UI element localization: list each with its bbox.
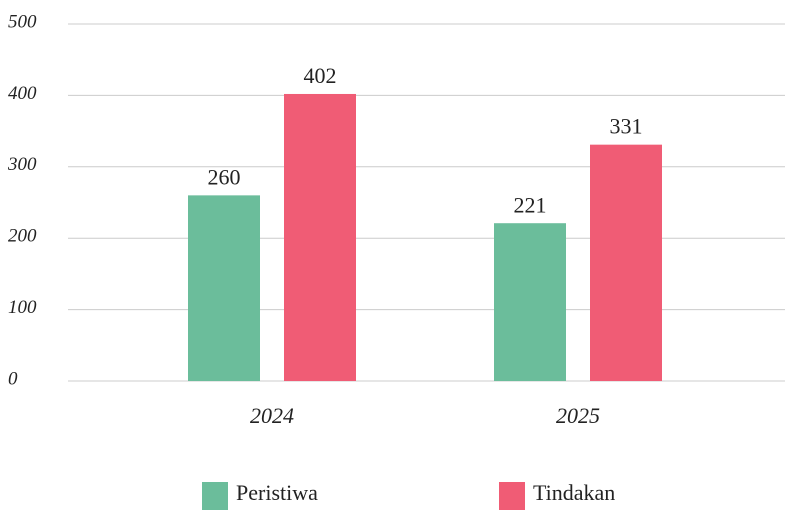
y-tick-label: 0: [8, 368, 18, 389]
legend-swatch: [499, 482, 525, 510]
y-tick-label: 300: [7, 154, 37, 175]
value-label: 402: [304, 63, 337, 88]
legend-swatch: [202, 482, 228, 510]
value-label: 331: [610, 114, 643, 139]
y-tick-label: 200: [8, 226, 37, 247]
bar: [188, 195, 260, 381]
legend-label: Peristiwa: [236, 480, 318, 505]
value-label: 221: [514, 192, 547, 217]
bar: [590, 144, 662, 381]
value-label: 260: [208, 164, 241, 189]
y-tick-label: 400: [8, 83, 37, 104]
y-tick-label: 500: [8, 11, 37, 32]
x-tick-label: 2024: [250, 403, 294, 428]
y-tick-label: 100: [8, 297, 37, 318]
legend-label: Tindakan: [533, 480, 615, 505]
x-tick-label: 2025: [556, 403, 600, 428]
bar: [284, 93, 356, 382]
bar: [494, 223, 566, 381]
